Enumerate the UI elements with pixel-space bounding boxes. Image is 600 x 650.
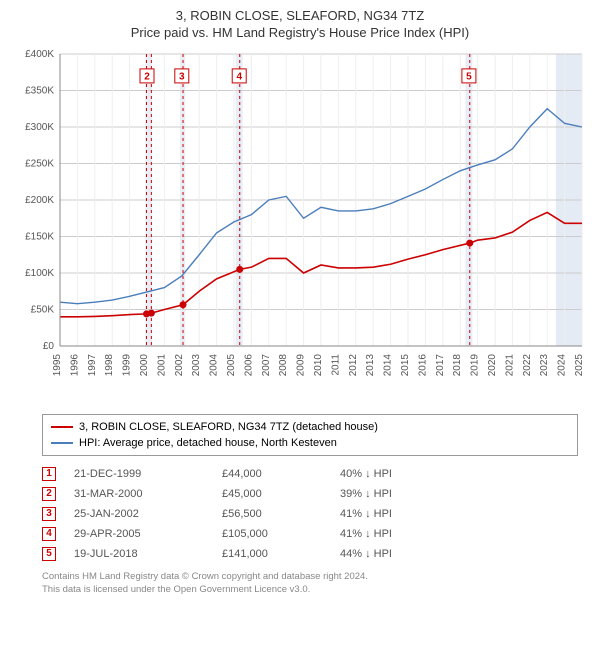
row-date: 29-APR-2005	[74, 524, 204, 544]
chart-area: £0 £50K £100K £150K £200K £250K £300K £350K £400…	[10, 46, 590, 406]
svg-text:£150K: £150K	[25, 232, 54, 243]
row-diff: 44% ↓ HPI	[340, 544, 460, 564]
row-number-box: 1	[42, 467, 56, 481]
svg-text:2005: 2005	[226, 354, 237, 377]
svg-text:2014: 2014	[383, 354, 394, 377]
row-number-box: 3	[42, 507, 56, 521]
svg-text:2012: 2012	[348, 354, 359, 377]
row-price: £56,500	[222, 504, 322, 524]
svg-text:4: 4	[236, 71, 242, 82]
row-date: 25-JAN-2002	[74, 504, 204, 524]
svg-text:2020: 2020	[487, 354, 498, 377]
svg-text:2016: 2016	[417, 354, 428, 377]
svg-text:2019: 2019	[470, 354, 481, 377]
chart-container: 3, ROBIN CLOSE, SLEAFORD, NG34 7TZ Price…	[0, 0, 600, 602]
line-chart-svg: £0 £50K £100K £150K £200K £250K £300K £350K £400…	[10, 46, 590, 406]
row-diff: 39% ↓ HPI	[340, 484, 460, 504]
svg-text:£200K: £200K	[25, 195, 54, 206]
svg-text:2017: 2017	[435, 354, 446, 377]
svg-text:1997: 1997	[87, 354, 98, 377]
row-diff: 41% ↓ HPI	[340, 504, 460, 524]
row-price: £44,000	[222, 464, 322, 484]
svg-text:2024: 2024	[557, 354, 568, 377]
footer-attribution: Contains HM Land Registry data © Crown c…	[42, 570, 578, 596]
table-row: 1 21-DEC-1999 £44,000 40% ↓ HPI	[42, 464, 578, 484]
footer-line-1: Contains HM Land Registry data © Crown c…	[42, 570, 578, 583]
row-number-box: 5	[42, 547, 56, 561]
svg-text:£400K: £400K	[25, 49, 54, 60]
table-row: 5 19-JUL-2018 £141,000 44% ↓ HPI	[42, 544, 578, 564]
svg-text:2025: 2025	[574, 354, 585, 377]
svg-text:£250K: £250K	[25, 159, 54, 170]
svg-text:2010: 2010	[313, 354, 324, 377]
svg-text:1998: 1998	[104, 354, 115, 377]
svg-text:2023: 2023	[539, 354, 550, 377]
svg-text:£0: £0	[43, 341, 55, 352]
svg-text:£100K: £100K	[25, 268, 54, 279]
svg-text:£50K: £50K	[31, 305, 55, 316]
svg-text:2015: 2015	[400, 354, 411, 377]
row-diff: 40% ↓ HPI	[340, 464, 460, 484]
table-row: 4 29-APR-2005 £105,000 41% ↓ HPI	[42, 524, 578, 544]
svg-text:2003: 2003	[191, 354, 202, 377]
row-date: 31-MAR-2000	[74, 484, 204, 504]
svg-text:2002: 2002	[174, 354, 185, 377]
svg-text:2: 2	[144, 71, 150, 82]
svg-text:1995: 1995	[52, 354, 63, 377]
svg-text:5: 5	[466, 71, 472, 82]
legend-swatch	[51, 442, 73, 444]
svg-text:1999: 1999	[122, 354, 133, 377]
svg-text:2000: 2000	[139, 354, 150, 377]
row-price: £105,000	[222, 524, 322, 544]
row-number-box: 2	[42, 487, 56, 501]
table-row: 2 31-MAR-2000 £45,000 39% ↓ HPI	[42, 484, 578, 504]
svg-text:£350K: £350K	[25, 86, 54, 97]
svg-text:2022: 2022	[522, 354, 533, 377]
svg-text:2007: 2007	[261, 354, 272, 377]
row-price: £141,000	[222, 544, 322, 564]
legend-item: HPI: Average price, detached house, Nort…	[51, 435, 569, 451]
svg-text:£300K: £300K	[25, 122, 54, 133]
svg-text:2008: 2008	[278, 354, 289, 377]
legend-box: 3, ROBIN CLOSE, SLEAFORD, NG34 7TZ (deta…	[42, 414, 578, 456]
svg-text:2018: 2018	[452, 354, 463, 377]
footer-line-2: This data is licensed under the Open Gov…	[42, 583, 578, 596]
row-number-box: 4	[42, 527, 56, 541]
svg-text:2004: 2004	[209, 354, 220, 377]
title-line-2: Price paid vs. HM Land Registry's House …	[10, 25, 590, 40]
sales-table: 1 21-DEC-1999 £44,000 40% ↓ HPI 2 31-MAR-2000…	[42, 464, 578, 564]
title-line-1: 3, ROBIN CLOSE, SLEAFORD, NG34 7TZ	[10, 8, 590, 23]
row-date: 19-JUL-2018	[74, 544, 204, 564]
legend-label: HPI: Average price, detached house, Nort…	[79, 435, 337, 451]
legend-item: 3, ROBIN CLOSE, SLEAFORD, NG34 7TZ (deta…	[51, 419, 569, 435]
table-row: 3 25-JAN-2002 £56,500 41% ↓ HPI	[42, 504, 578, 524]
row-price: £45,000	[222, 484, 322, 504]
row-date: 21-DEC-1999	[74, 464, 204, 484]
legend-label: 3, ROBIN CLOSE, SLEAFORD, NG34 7TZ (deta…	[79, 419, 378, 435]
svg-text:3: 3	[179, 71, 185, 82]
svg-text:1996: 1996	[69, 354, 80, 377]
svg-text:2006: 2006	[243, 354, 254, 377]
svg-text:2001: 2001	[156, 354, 167, 377]
svg-text:2011: 2011	[330, 354, 341, 376]
svg-text:2013: 2013	[365, 354, 376, 377]
title-block: 3, ROBIN CLOSE, SLEAFORD, NG34 7TZ Price…	[10, 8, 590, 40]
svg-text:2021: 2021	[504, 354, 515, 377]
row-diff: 41% ↓ HPI	[340, 524, 460, 544]
svg-text:2009: 2009	[296, 354, 307, 377]
legend-swatch	[51, 426, 73, 428]
